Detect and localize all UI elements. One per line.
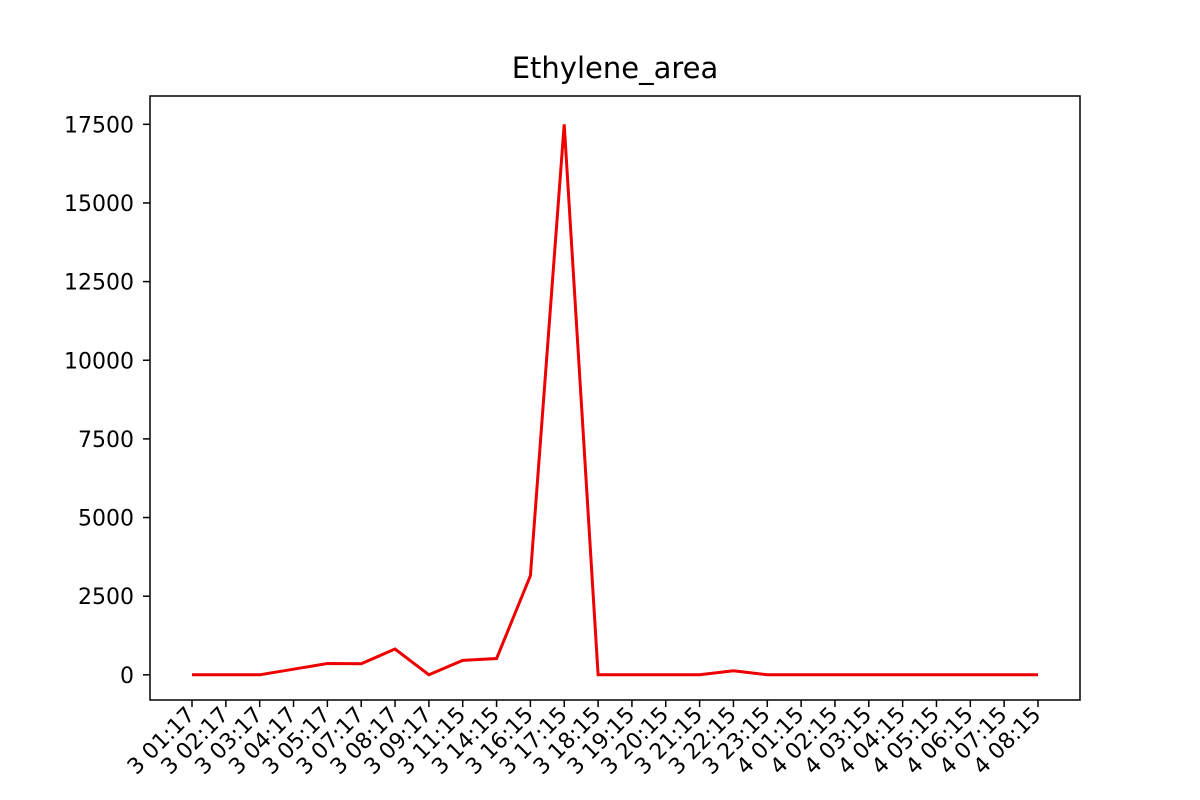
y-tick-label: 12500 bbox=[64, 271, 134, 296]
y-tick-label: 17500 bbox=[64, 113, 134, 138]
y-tick-label: 5000 bbox=[78, 507, 134, 532]
y-tick-label: 10000 bbox=[64, 349, 134, 374]
y-tick-label: 0 bbox=[120, 664, 134, 689]
y-tick-label: 15000 bbox=[64, 192, 134, 217]
axes-frame bbox=[149, 95, 1081, 701]
y-tick-label: 7500 bbox=[78, 428, 134, 453]
series-line bbox=[192, 124, 1038, 677]
chart-title: Ethylene_area bbox=[512, 51, 719, 85]
y-tick-label: 2500 bbox=[78, 585, 134, 610]
